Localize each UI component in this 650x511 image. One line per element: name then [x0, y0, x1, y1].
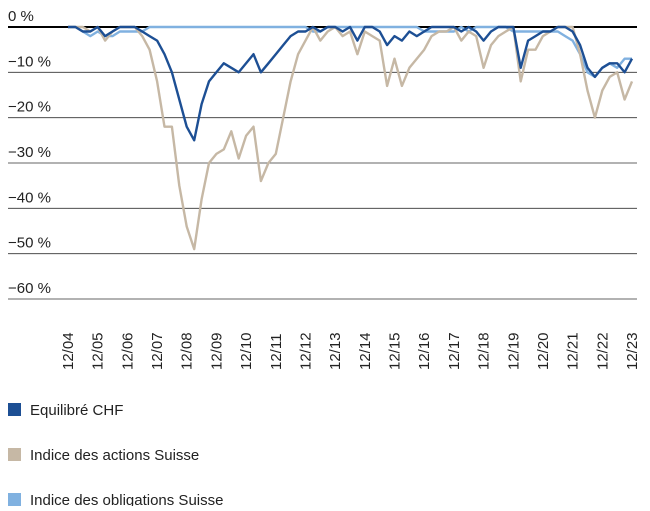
y-tick-label: −40 %: [8, 189, 51, 206]
legend-swatch: [8, 403, 21, 416]
x-tick-label: 12/17: [446, 332, 463, 370]
x-tick-label: 12/18: [476, 332, 493, 370]
x-tick-label: 12/06: [119, 332, 136, 370]
x-tick-label: 12/05: [90, 332, 107, 370]
x-tick-label: 12/10: [238, 332, 255, 370]
legend-label: Equilibré CHF: [30, 402, 123, 419]
legend-label: Indice des actions Suisse: [30, 447, 199, 464]
x-tick-label: 12/11: [268, 334, 285, 370]
y-tick-label: −10 %: [8, 53, 51, 70]
legend-swatch: [8, 493, 21, 506]
x-tick-label: 12/04: [60, 332, 77, 370]
x-tick-label: 12/08: [179, 332, 196, 370]
x-tick-label: 12/09: [208, 332, 225, 370]
x-tick-label: 12/14: [357, 332, 374, 370]
x-tick-label: 12/15: [387, 332, 404, 370]
x-tick-label: 12/12: [297, 332, 314, 370]
x-tick-label: 12/20: [535, 332, 552, 370]
x-tick-label: 12/19: [505, 332, 522, 370]
x-tick-label: 12/07: [149, 332, 166, 370]
series-line: [68, 25, 634, 142]
x-tick-label: 12/13: [327, 332, 344, 370]
x-tick-label: 12/22: [594, 332, 611, 370]
series-line: [68, 25, 634, 251]
y-tick-label: −30 %: [8, 144, 51, 161]
y-tick-label: −50 %: [8, 235, 51, 252]
y-tick-label: 0 %: [8, 8, 34, 25]
legend-label: Indice des obligations Suisse: [30, 492, 223, 506]
y-tick-label: −20 %: [8, 99, 51, 116]
x-tick-label: 12/21: [565, 332, 582, 370]
legend-swatch: [8, 448, 21, 461]
x-tick-label: 12/16: [416, 332, 433, 370]
x-tick-label: 12/23: [624, 332, 641, 370]
y-tick-label: −60 %: [8, 280, 51, 297]
